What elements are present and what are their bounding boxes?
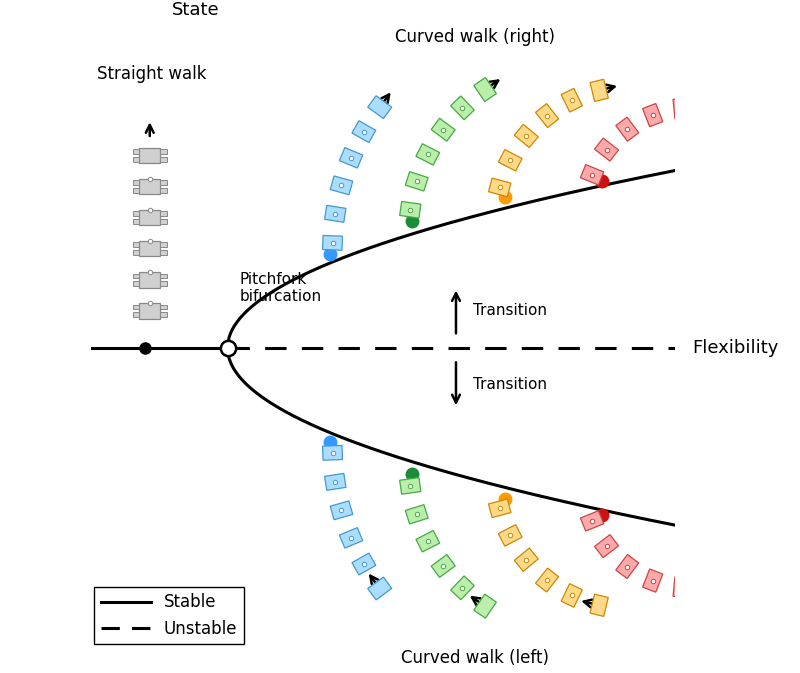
Text: Pitchfork
bifurcation: Pitchfork bifurcation (239, 272, 322, 304)
Text: Transition: Transition (473, 378, 546, 392)
Bar (339, 528, 362, 548)
Bar (352, 553, 376, 575)
Bar (514, 548, 538, 571)
Bar (133, 273, 139, 278)
Bar (642, 569, 662, 592)
Bar (352, 120, 376, 143)
Bar (139, 303, 161, 319)
Bar (561, 88, 582, 112)
Bar (161, 281, 167, 286)
Bar (139, 210, 161, 225)
Bar (431, 555, 455, 577)
Bar (368, 577, 392, 600)
Bar (161, 305, 167, 310)
Bar (702, 575, 718, 597)
Bar (561, 583, 582, 607)
Bar (594, 534, 618, 558)
Bar (450, 576, 474, 600)
Text: Curved walk (left): Curved walk (left) (402, 649, 550, 667)
Bar (581, 165, 604, 185)
Bar (139, 147, 161, 163)
Text: Curved walk (right): Curved walk (right) (395, 28, 555, 46)
Bar (139, 178, 161, 194)
Bar (590, 79, 608, 102)
Bar (339, 147, 362, 168)
Bar (702, 99, 718, 120)
Bar (594, 138, 618, 161)
Bar (161, 188, 167, 192)
Bar (535, 568, 558, 592)
Bar (161, 312, 167, 317)
Bar (498, 525, 522, 546)
Bar (322, 236, 342, 250)
Bar (330, 501, 353, 520)
Legend: Stable, Unstable: Stable, Unstable (94, 587, 244, 644)
Bar (133, 242, 139, 247)
Bar (161, 211, 167, 216)
Bar (616, 555, 638, 579)
Bar (673, 577, 689, 598)
Bar (133, 250, 139, 255)
Bar (161, 157, 167, 162)
Bar (161, 149, 167, 154)
Bar (416, 530, 440, 552)
Bar (489, 499, 511, 518)
Bar (535, 104, 558, 128)
Bar (325, 205, 346, 222)
Bar (616, 117, 638, 141)
Bar (133, 312, 139, 317)
Text: Flexibility: Flexibility (692, 339, 778, 357)
Bar (368, 96, 392, 118)
Bar (133, 157, 139, 162)
Bar (406, 505, 428, 524)
Text: State: State (172, 1, 220, 20)
Bar (489, 178, 511, 197)
Bar (161, 219, 167, 224)
Bar (400, 478, 421, 494)
Bar (161, 273, 167, 278)
Text: Straight walk: Straight walk (97, 65, 206, 83)
Bar (406, 172, 428, 191)
Bar (431, 118, 455, 141)
Bar (450, 96, 474, 120)
Bar (161, 180, 167, 185)
Bar (133, 149, 139, 154)
Bar (642, 104, 662, 127)
Bar (322, 446, 342, 460)
Bar (161, 242, 167, 247)
Bar (581, 511, 604, 531)
Bar (133, 188, 139, 192)
Bar (133, 180, 139, 185)
Bar (139, 241, 161, 256)
Bar (590, 594, 608, 616)
Bar (139, 272, 161, 287)
Bar (474, 77, 496, 102)
Bar (133, 219, 139, 224)
Bar (416, 144, 440, 165)
Bar (330, 176, 353, 194)
Bar (161, 250, 167, 255)
Bar (474, 594, 496, 618)
Bar (514, 125, 538, 147)
Bar (133, 211, 139, 216)
Bar (673, 98, 689, 118)
Bar (498, 149, 522, 171)
Bar (400, 201, 421, 218)
Bar (325, 473, 346, 491)
Text: Transition: Transition (473, 304, 546, 318)
Bar (133, 305, 139, 310)
Bar (133, 281, 139, 286)
